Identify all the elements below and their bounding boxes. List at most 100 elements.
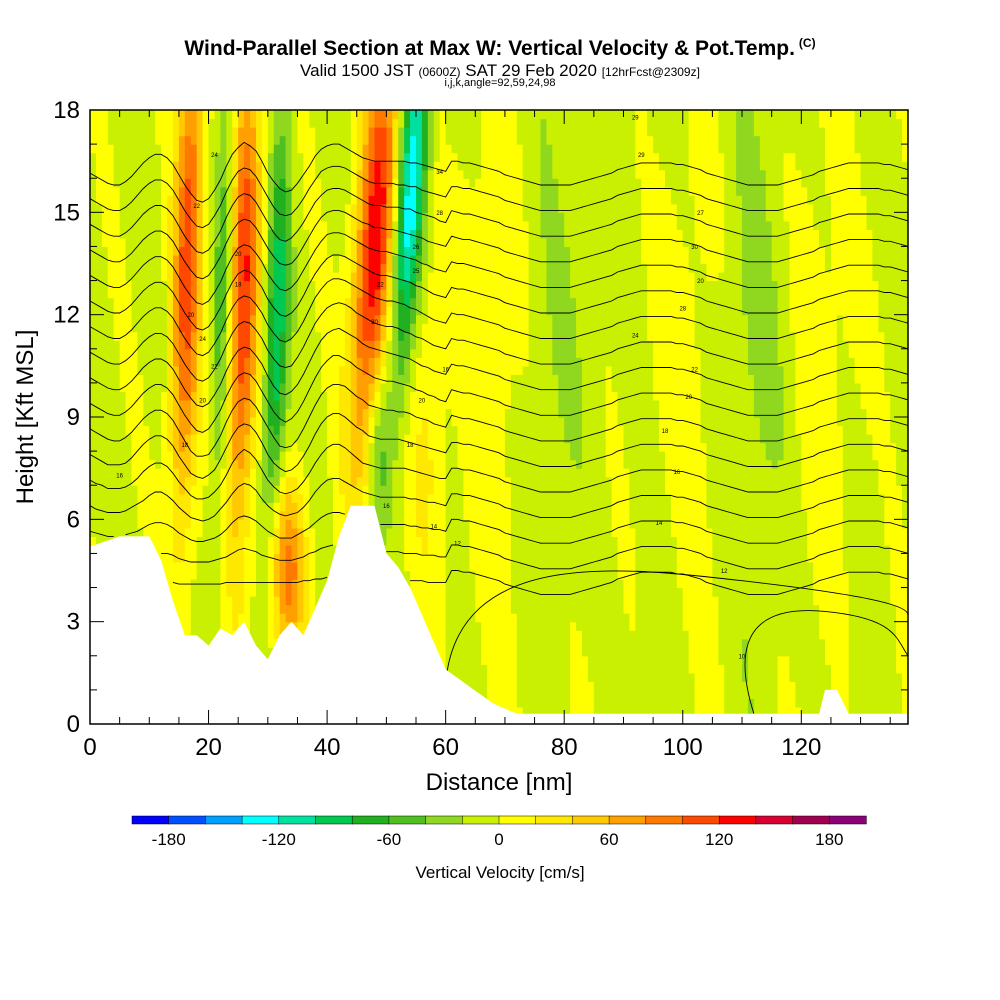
velocity-cell [380, 263, 387, 273]
velocity-cell [421, 314, 429, 324]
velocity-cell [113, 135, 121, 145]
velocity-cell [202, 357, 210, 367]
velocity-cell [493, 229, 500, 239]
velocity-cell [149, 229, 156, 239]
velocity-cell [95, 161, 103, 171]
velocity-cell [196, 280, 204, 290]
velocity-cell [410, 476, 417, 486]
velocity-cell [487, 374, 494, 384]
velocity-cell [155, 314, 162, 324]
velocity-cell [220, 485, 227, 495]
velocity-cell [273, 169, 281, 179]
velocity-cell [481, 323, 488, 333]
velocity-cell [344, 229, 352, 239]
velocity-cell [119, 365, 127, 375]
velocity-cell [404, 570, 411, 580]
velocity-cell [404, 476, 411, 486]
velocity-cell [333, 306, 340, 316]
velocity-cell [208, 272, 216, 282]
velocity-cell [261, 306, 269, 316]
velocity-cell [226, 442, 233, 452]
velocity-cell [167, 263, 174, 273]
velocity-cell [232, 579, 239, 589]
velocity-cell [398, 340, 405, 350]
velocity-cell [493, 331, 500, 341]
velocity-cell [469, 246, 476, 256]
velocity-cell [250, 468, 257, 478]
velocity-cell [184, 630, 192, 640]
velocity-cell [321, 323, 328, 333]
velocity-cell [131, 220, 139, 230]
velocity-cell [113, 408, 121, 418]
velocity-cell [427, 306, 435, 316]
velocity-cell [238, 374, 245, 384]
velocity-cell [303, 237, 310, 248]
velocity-cell [386, 408, 393, 418]
velocity-cell [250, 323, 257, 333]
velocity-cell [410, 382, 417, 393]
velocity-cell [101, 510, 109, 520]
velocity-cell [404, 417, 411, 427]
velocity-cell [279, 110, 287, 120]
velocity-cell [208, 348, 216, 358]
velocity-cell [184, 613, 192, 623]
velocity-cell [427, 553, 435, 563]
velocity-cell [433, 417, 441, 427]
velocity-cell [421, 178, 429, 188]
velocity-cell [161, 212, 168, 222]
velocity-cell [238, 510, 245, 520]
velocity-cell [392, 306, 399, 316]
velocity-cell [190, 254, 198, 265]
velocity-cell [321, 220, 328, 230]
velocity-cell [226, 391, 233, 401]
velocity-cell [392, 237, 399, 248]
velocity-cell [451, 596, 459, 606]
velocity-cell [261, 178, 269, 188]
velocity-cell [291, 579, 299, 589]
velocity-cell [433, 263, 441, 273]
velocity-cell [404, 263, 411, 273]
velocity-cell [238, 579, 245, 589]
velocity-cell [101, 331, 109, 341]
velocity-cell [374, 263, 382, 273]
velocity-cell [487, 689, 494, 700]
velocity-cell [208, 178, 216, 188]
velocity-cell [404, 536, 411, 546]
velocity-cell [232, 417, 239, 427]
velocity-cell [273, 297, 281, 307]
velocity-cell [404, 348, 411, 358]
velocity-cell [309, 152, 316, 162]
velocity-cell [410, 306, 417, 316]
velocity-cell [178, 391, 186, 401]
velocity-cell [380, 323, 387, 333]
velocity-cell [202, 186, 210, 196]
velocity-cell [155, 237, 162, 248]
velocity-cell [267, 118, 275, 128]
velocity-cell [214, 468, 222, 478]
velocity-cell [451, 348, 459, 358]
velocity-cell [350, 186, 358, 196]
velocity-cell [202, 553, 210, 563]
velocity-cell [178, 135, 186, 145]
velocity-cell [119, 263, 127, 273]
velocity-cell [167, 459, 174, 469]
velocity-cell [457, 399, 465, 410]
velocity-cell [261, 161, 269, 171]
velocity-cell [481, 621, 488, 631]
velocity-cell [167, 254, 174, 265]
velocity-cell [113, 485, 121, 495]
velocity-cell [90, 434, 97, 444]
velocity-cell [380, 306, 387, 316]
velocity-cell [433, 579, 441, 589]
velocity-cell [451, 630, 459, 640]
velocity-cell [255, 485, 263, 495]
velocity-cell [404, 254, 411, 265]
velocity-cell [457, 203, 465, 213]
velocity-cell [398, 527, 405, 537]
velocity-cell [410, 127, 417, 137]
velocity-cell [333, 220, 340, 230]
velocity-cell [143, 425, 150, 435]
velocity-cell [350, 178, 358, 188]
velocity-cell [333, 348, 340, 358]
velocity-cell [303, 178, 310, 188]
